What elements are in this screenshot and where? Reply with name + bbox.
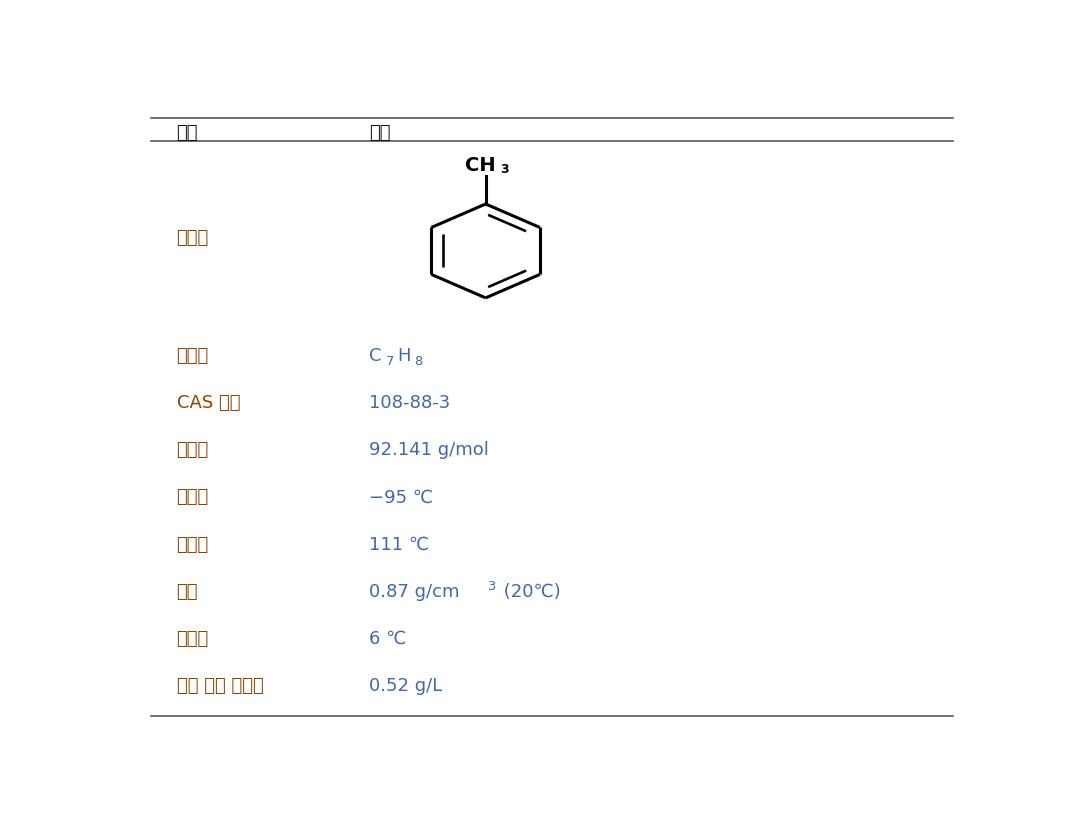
Text: CH: CH: [465, 155, 496, 175]
Text: C: C: [369, 347, 382, 365]
Text: 특성: 특성: [369, 124, 390, 141]
Text: 108-88-3: 108-88-3: [369, 394, 450, 412]
Text: 녹는점: 녹는점: [177, 489, 209, 506]
Text: 6 ℃: 6 ℃: [369, 630, 406, 648]
Text: 분자식: 분자식: [177, 347, 209, 365]
Text: 분자량: 분자량: [177, 441, 209, 459]
Text: 92.141 g/mol: 92.141 g/mol: [369, 441, 488, 459]
Text: 끓는점: 끓는점: [177, 536, 209, 554]
Text: 8: 8: [414, 355, 423, 368]
Text: 인화점: 인화점: [177, 630, 209, 648]
Text: 0.52 g/L: 0.52 g/L: [369, 677, 442, 695]
Text: H: H: [397, 347, 411, 365]
Text: (20℃): (20℃): [498, 583, 561, 601]
Text: 화학식: 화학식: [177, 229, 209, 247]
Text: CAS 번호: CAS 번호: [177, 394, 240, 412]
Text: 3: 3: [500, 163, 509, 176]
Text: 111 ℃: 111 ℃: [369, 536, 429, 554]
Text: 물에 대한 용해도: 물에 대한 용해도: [177, 677, 263, 695]
Text: 7: 7: [386, 355, 393, 368]
Text: −95 ℃: −95 ℃: [369, 489, 432, 506]
Text: 0.87 g/cm: 0.87 g/cm: [369, 583, 459, 601]
Text: 밀도: 밀도: [177, 583, 198, 601]
Text: 분류: 분류: [177, 124, 198, 141]
Text: 3: 3: [487, 580, 496, 593]
